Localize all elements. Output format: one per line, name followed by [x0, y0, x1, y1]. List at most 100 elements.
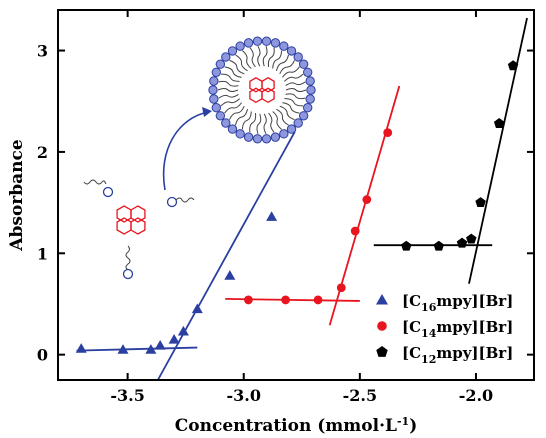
- data-point: [456, 237, 468, 248]
- surfactant-head: [293, 52, 303, 62]
- surfactant-tail: [257, 45, 261, 67]
- surfactant-tail: [241, 111, 252, 130]
- data-point: [313, 295, 323, 305]
- data-point: [75, 343, 87, 353]
- data-point: [224, 270, 236, 280]
- surfactant-head: [221, 52, 231, 62]
- surfactant-tail: [242, 50, 252, 69]
- pyrene-ring: [116, 217, 132, 235]
- surfactant-tail: [272, 50, 283, 69]
- data-point: [145, 344, 157, 354]
- surfactant-head: [252, 134, 263, 144]
- x-tick-label: -2.0: [459, 386, 493, 405]
- surfactant-tail: [229, 105, 245, 120]
- fit-line: [468, 17, 528, 284]
- surfactant-head: [227, 46, 238, 56]
- surfactant-tail: [267, 47, 275, 67]
- surfactant-head: [286, 124, 297, 134]
- fit-line: [157, 131, 296, 380]
- surfactant-tail: [249, 47, 256, 68]
- surfactant-head: [215, 59, 226, 69]
- plot-frame: [57, 9, 535, 381]
- surfactant-head: [302, 67, 313, 77]
- surfactant-head: [221, 118, 231, 128]
- surfactant-tail: [285, 81, 306, 87]
- pyrene-ring: [249, 87, 263, 104]
- data-point: [266, 211, 278, 221]
- surfactant-tail: [218, 80, 239, 87]
- surfactant-tail: [281, 66, 300, 78]
- surfactant-head: [243, 132, 254, 142]
- pyrene-ring: [261, 77, 275, 93]
- data-point: [475, 197, 486, 208]
- surfactant-head: [270, 38, 281, 48]
- y-tick-label: 3: [37, 42, 48, 61]
- data-point: [177, 325, 189, 336]
- surfactant-head: [209, 94, 219, 104]
- free-surfactant-tail: [125, 245, 131, 271]
- surfactant-tail: [229, 59, 245, 75]
- surfactant-head: [211, 67, 222, 77]
- y-axis: 0 1 2 3: [37, 42, 534, 365]
- data-point: [244, 295, 253, 305]
- free-surfactant-head: [122, 268, 134, 280]
- surfactant-head: [227, 124, 238, 134]
- x-tick-label: -3.5: [110, 386, 144, 405]
- surfactant-tail: [217, 88, 239, 92]
- surfactant-tail: [262, 46, 268, 67]
- x-tick-label: -3.0: [227, 386, 261, 405]
- surfactant-tail: [235, 54, 248, 72]
- data-point: [191, 303, 203, 314]
- data-point: [493, 118, 505, 128]
- surfactant-head: [298, 59, 309, 69]
- surfactant-tail: [276, 108, 289, 126]
- data-point: [168, 333, 180, 344]
- surfactant-head: [293, 118, 303, 128]
- legend-marker: [377, 321, 387, 331]
- data-point: [350, 226, 360, 236]
- surfactant-head: [305, 76, 315, 86]
- data-point: [401, 240, 412, 251]
- y-tick-label: 1: [37, 244, 48, 263]
- data-point: [507, 60, 519, 71]
- y-tick-label: 2: [37, 143, 48, 162]
- surfactant-head: [211, 103, 222, 113]
- legend: [C16mpy][Br] [C14mpy][Br] [C12mpy][Br]: [376, 292, 513, 366]
- legend-entry: [C16mpy][Br]: [402, 292, 513, 314]
- surfactant-head: [235, 41, 245, 51]
- free-surfactant-tail: [83, 179, 107, 185]
- x-axis: -3.5 -3.0 -2.5 -2.0: [110, 10, 493, 405]
- surfactant-head: [298, 111, 309, 121]
- surfactant-tail: [249, 113, 257, 133]
- legend-marker: [376, 294, 388, 305]
- x-tick-label: -2.5: [343, 386, 377, 405]
- surfactant-head: [286, 46, 297, 56]
- surfactant-head: [235, 129, 245, 139]
- surfactant-tail: [256, 113, 262, 134]
- surfactant-head: [279, 129, 289, 139]
- data-markers: [75, 60, 519, 354]
- legend-entry: [C12mpy][Br]: [402, 344, 513, 366]
- micelle-illustration: [83, 36, 316, 280]
- surfactant-tail: [284, 73, 304, 82]
- fit-line: [76, 346, 198, 352]
- surfactant-head: [208, 85, 218, 95]
- surfactant-tail: [218, 93, 239, 99]
- surfactant-head: [305, 94, 315, 104]
- surfactant-tail: [279, 60, 295, 75]
- pyrene-ring: [130, 205, 146, 223]
- surfactant-tail: [285, 88, 307, 92]
- surfactant-head: [243, 38, 254, 48]
- legend-marker: [376, 346, 388, 357]
- surfactant-tail: [272, 111, 282, 130]
- surfactant-head: [261, 134, 272, 144]
- surfactant-head: [261, 36, 272, 46]
- surfactant-tail: [282, 102, 300, 114]
- data-point: [281, 295, 290, 305]
- surfactant-tail: [275, 54, 290, 71]
- free-surfactant-head: [166, 196, 178, 208]
- surfactant-tail: [279, 105, 295, 121]
- pyrene-ring: [130, 217, 146, 235]
- arrow-icon: [162, 111, 209, 191]
- surfactant-head: [270, 132, 281, 142]
